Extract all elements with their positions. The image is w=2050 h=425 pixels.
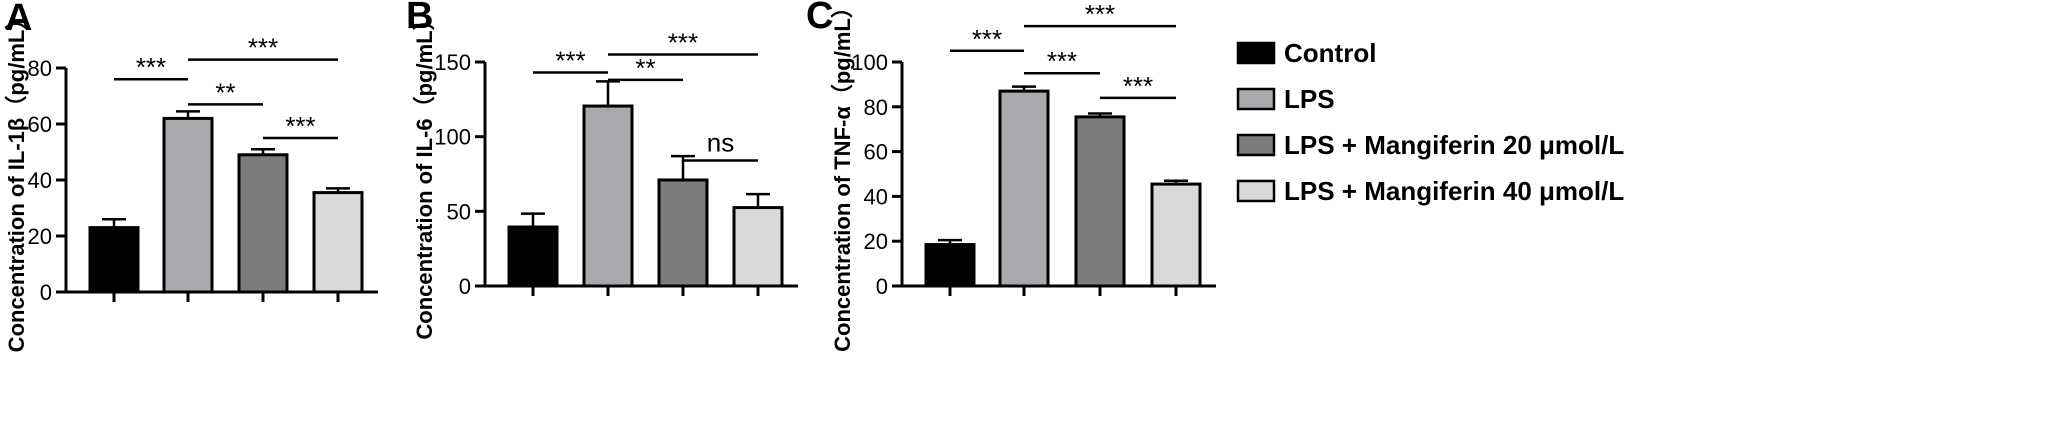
bar [237,153,289,294]
significance-label: *** [136,52,166,82]
bar [732,206,784,288]
panel-letter: C [806,0,833,37]
bar [1074,115,1126,288]
y-tick-label: 0 [876,274,888,299]
legend-swatch [1236,133,1276,157]
legend-label: Control [1284,38,1376,68]
y-axis-title: Concentration of IL-1β（pg/mL） [4,8,29,353]
y-tick-label: 50 [447,199,471,224]
legend: Control LPS LPS + Mangiferin 20 μmol/L LPS … [1236,38,1624,206]
panel-letter: A [5,0,32,39]
significance-label: ns [707,128,734,158]
significance-label: *** [972,24,1002,54]
y-tick-label: 20 [864,229,888,254]
legend-swatch [1236,87,1276,111]
y-axis-title: Concentration of IL-6（pg/mL） [412,8,437,339]
significance-label: *** [285,111,315,141]
y-tick-label: 40 [28,168,52,193]
y-tick-label: 60 [28,112,52,137]
bar [657,178,709,288]
significance-label: *** [1123,71,1153,101]
legend-label: LPS + Mangiferin 20 μmol/L [1284,130,1624,160]
y-tick-label: 40 [864,184,888,209]
bar [312,191,364,294]
y-tick-label: 0 [40,280,52,305]
significance-label: ** [215,77,235,107]
y-tick-label: 150 [434,50,471,75]
y-tick-label: 80 [28,56,52,81]
significance-label: *** [668,28,698,58]
legend-label: LPS + Mangiferin 40 μmol/L [1284,176,1624,206]
bar [998,89,1050,288]
significance-label: *** [248,33,278,63]
significance-label: *** [1047,46,1077,76]
y-tick-label: 100 [851,50,888,75]
significance-label: ** [635,53,655,83]
bar [507,225,559,288]
significance-label: *** [555,45,585,75]
significance-label: *** [1085,0,1115,29]
bar [88,226,140,294]
legend-label: LPS [1284,84,1335,114]
panel-letter: B [406,0,433,37]
legend-swatch [1236,179,1276,203]
y-tick-label: 0 [459,274,471,299]
y-tick-label: 60 [864,140,888,165]
legend-swatch [1236,41,1276,65]
y-tick-label: 100 [434,125,471,150]
y-tick-label: 20 [28,224,52,249]
y-tick-label: 80 [864,95,888,120]
bar [924,243,976,288]
bar [1150,182,1202,288]
y-axis-title: Concentration of TNF-α（pg/mL） [830,0,855,352]
bar [162,116,214,294]
bar [582,104,634,288]
